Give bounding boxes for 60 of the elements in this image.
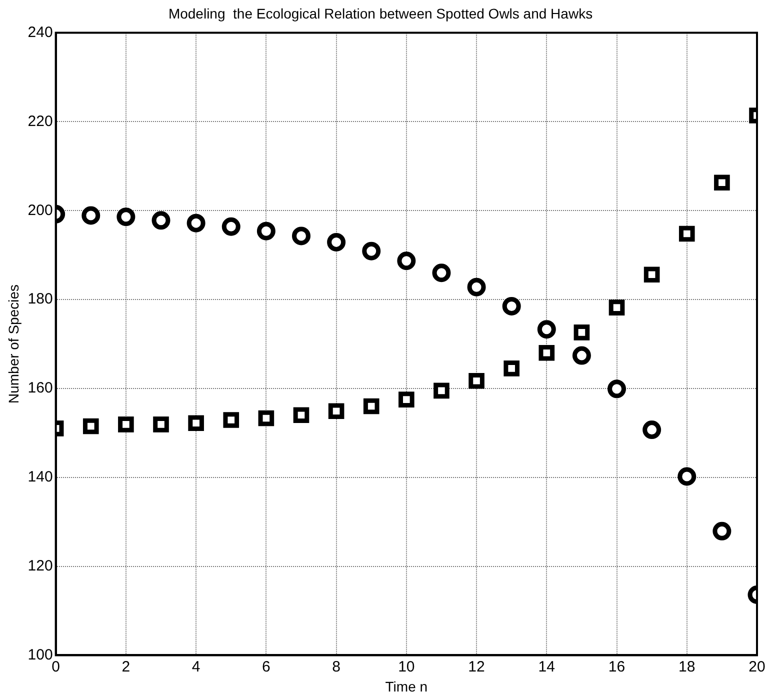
x-tick-label: 0 xyxy=(52,658,60,676)
point xyxy=(82,206,100,225)
x-tick-label: 18 xyxy=(678,658,696,676)
x-axis-title: Time n xyxy=(385,678,428,694)
point xyxy=(608,300,625,316)
x-tick-label: 4 xyxy=(192,658,200,676)
y-tick-label: 200 xyxy=(28,202,53,219)
point xyxy=(256,222,276,240)
chart-title: Modeling the Ecological Relation between Spotted Owls and Hawks xyxy=(168,5,593,22)
point xyxy=(153,416,169,432)
x-tick-label: 14 xyxy=(538,658,555,676)
y-tick-label: 120 xyxy=(28,557,53,574)
point xyxy=(468,372,484,389)
x-tick-label: 20 xyxy=(748,658,766,676)
point xyxy=(397,252,416,270)
point xyxy=(116,208,136,226)
point xyxy=(678,467,696,486)
point xyxy=(678,226,695,242)
point xyxy=(502,296,521,316)
point xyxy=(327,232,346,252)
y-tick-label: 220 xyxy=(28,112,53,130)
y-tick-label: 180 xyxy=(28,290,53,308)
x-tick-label: 2 xyxy=(122,658,130,676)
y-tick-label: 160 xyxy=(28,380,53,397)
y-axis-title: Number of Species xyxy=(5,284,22,404)
x-tick-label: 6 xyxy=(262,658,270,676)
point xyxy=(152,211,170,230)
point xyxy=(118,416,134,432)
x-tick-label: 12 xyxy=(468,658,485,676)
point xyxy=(504,360,520,376)
point xyxy=(432,264,451,282)
point xyxy=(186,214,206,232)
y-tick-label: 140 xyxy=(28,468,53,486)
x-tick-label: 8 xyxy=(332,658,340,676)
point xyxy=(538,344,555,361)
y-tick-label: 100 xyxy=(28,646,53,664)
point xyxy=(188,415,204,432)
point xyxy=(292,226,310,246)
y-tick-label: 240 xyxy=(28,24,53,41)
point xyxy=(572,346,591,365)
point xyxy=(467,278,486,296)
point xyxy=(258,410,274,426)
point xyxy=(712,522,732,540)
point xyxy=(434,382,450,399)
x-tick-label: 10 xyxy=(398,658,415,676)
point xyxy=(362,242,381,260)
x-tick-label: 16 xyxy=(608,658,626,676)
point xyxy=(363,398,380,414)
point xyxy=(222,217,240,236)
point xyxy=(328,403,344,420)
point xyxy=(537,320,556,339)
point xyxy=(293,407,310,424)
point xyxy=(223,412,240,428)
point xyxy=(644,266,660,283)
point xyxy=(574,324,590,340)
point xyxy=(82,418,99,434)
point xyxy=(642,420,662,440)
point xyxy=(608,380,626,398)
point xyxy=(714,174,730,191)
point xyxy=(398,392,414,408)
